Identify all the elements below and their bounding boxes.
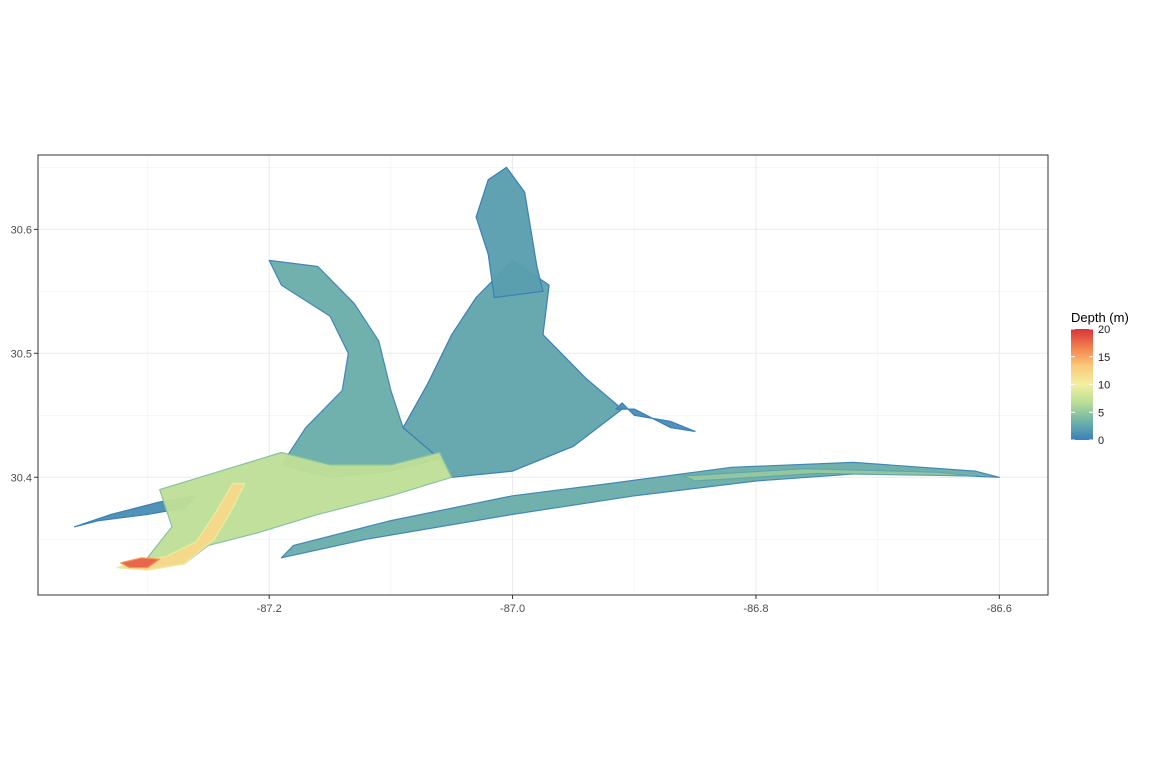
legend-break-label: 20: [1098, 324, 1110, 336]
legend-break-label: 10: [1098, 380, 1110, 392]
y-tick-label: 30.5: [11, 348, 32, 360]
blackwater-channel-region: [475, 166, 544, 299]
bathymetry-layer: [73, 166, 1000, 571]
color-legend: Depth (m) 0 5 10 15 20: [1071, 310, 1129, 447]
x-tick-label: -87.2: [257, 603, 282, 615]
y-tick-label: 30.4: [11, 472, 32, 484]
legend-ticks: 0 5 10 15 20: [1071, 324, 1110, 447]
plot-panel-border: [37, 154, 1049, 596]
x-tick-label: -86.8: [743, 603, 768, 615]
legend-break-label: 0: [1098, 435, 1104, 447]
x-tick-label: -87.0: [500, 603, 525, 615]
east-bay-region: [402, 259, 623, 478]
east-bay-river-region: [615, 402, 696, 432]
x-tick-label: -86.6: [987, 603, 1012, 615]
legend-colorbar: [1071, 329, 1093, 440]
pass-mouth-region: [120, 557, 161, 569]
legend-break-label: 15: [1098, 352, 1110, 364]
pass-channel-region: [116, 482, 246, 571]
axis-layer: -87.2 -87.0 -86.8 -86.6 30.4 30.5 30.6: [11, 224, 1012, 615]
legend-break-label: 5: [1098, 407, 1104, 419]
y-tick-label: 30.6: [11, 224, 32, 236]
legend-title: Depth (m): [1071, 310, 1129, 325]
sound-east-shallows-region: [682, 468, 976, 482]
